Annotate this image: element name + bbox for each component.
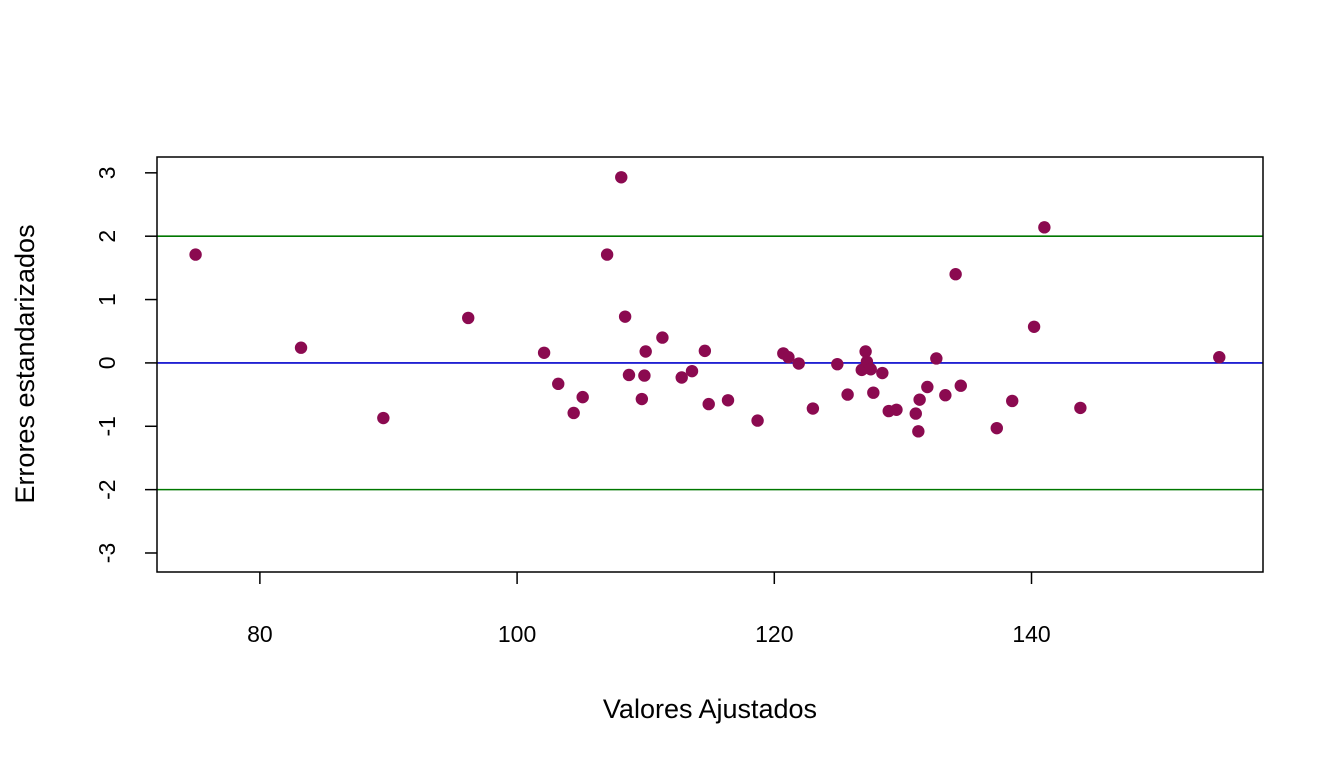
data-point-42 — [949, 268, 962, 281]
data-point-18 — [698, 344, 712, 358]
data-point-48 — [1074, 401, 1087, 415]
data-point-19 — [702, 397, 715, 411]
y-tick-label-3: 0 — [94, 357, 120, 370]
data-point-36 — [909, 407, 922, 420]
data-point-3 — [462, 311, 475, 325]
data-point-32 — [867, 386, 880, 399]
data-point-46 — [1027, 320, 1041, 334]
data-point-41 — [939, 389, 952, 402]
data-point-2 — [377, 411, 390, 425]
data-point-16 — [675, 371, 688, 384]
data-point-17 — [685, 364, 699, 378]
data-point-27 — [841, 388, 854, 401]
data-point-20 — [721, 394, 735, 407]
data-point-29 — [859, 345, 872, 358]
data-point-5 — [552, 377, 565, 391]
data-point-8 — [600, 248, 614, 261]
data-point-6 — [567, 406, 580, 420]
data-point-23 — [782, 351, 795, 364]
data-point-31 — [864, 363, 877, 376]
x-tick-label-2: 120 — [755, 621, 793, 647]
y-axis-title: Errores estandarizados — [10, 224, 40, 503]
y-tick-label-0: -3 — [94, 543, 120, 563]
data-point-4 — [537, 346, 551, 359]
data-point-35 — [890, 403, 903, 417]
data-point-9 — [615, 171, 628, 184]
data-point-0 — [189, 248, 202, 261]
data-point-14 — [639, 345, 652, 358]
x-tick-label-1: 100 — [498, 621, 536, 647]
data-points — [189, 171, 1226, 438]
data-point-43 — [954, 379, 967, 392]
data-point-7 — [576, 390, 589, 404]
data-point-39 — [921, 380, 934, 394]
data-point-45 — [1006, 394, 1019, 408]
y-axis: -3 -2 -1 0 1 2 3 — [94, 166, 157, 563]
x-tick-label-0: 80 — [247, 621, 273, 647]
data-point-38 — [913, 393, 926, 406]
x-tick-label-3: 140 — [1012, 621, 1050, 647]
data-point-24 — [792, 357, 805, 370]
y-tick-label-4: 1 — [94, 293, 120, 306]
data-point-10 — [618, 310, 632, 323]
data-point-25 — [806, 402, 820, 415]
plot-frame — [156, 156, 1264, 573]
y-tick-label-5: 2 — [94, 230, 120, 243]
x-axis-title: Valores Ajustados — [603, 694, 817, 724]
y-tick-label-2: -1 — [94, 416, 120, 436]
data-point-44 — [990, 421, 1003, 435]
data-point-26 — [831, 357, 844, 371]
y-tick-label-6: 3 — [94, 166, 120, 179]
data-point-15 — [656, 331, 669, 344]
data-point-49 — [1213, 351, 1226, 364]
x-axis: 80 100 120 140 — [247, 572, 1051, 647]
data-point-1 — [294, 341, 308, 354]
y-tick-label-1: -2 — [94, 479, 120, 499]
data-point-11 — [622, 368, 636, 382]
data-point-12 — [635, 392, 649, 406]
data-point-47 — [1038, 221, 1051, 234]
data-point-40 — [930, 352, 943, 365]
data-point-13 — [638, 369, 651, 382]
data-point-21 — [751, 414, 764, 427]
data-point-37 — [912, 425, 925, 438]
reference-lines — [157, 235, 1263, 491]
data-point-33 — [876, 366, 889, 380]
